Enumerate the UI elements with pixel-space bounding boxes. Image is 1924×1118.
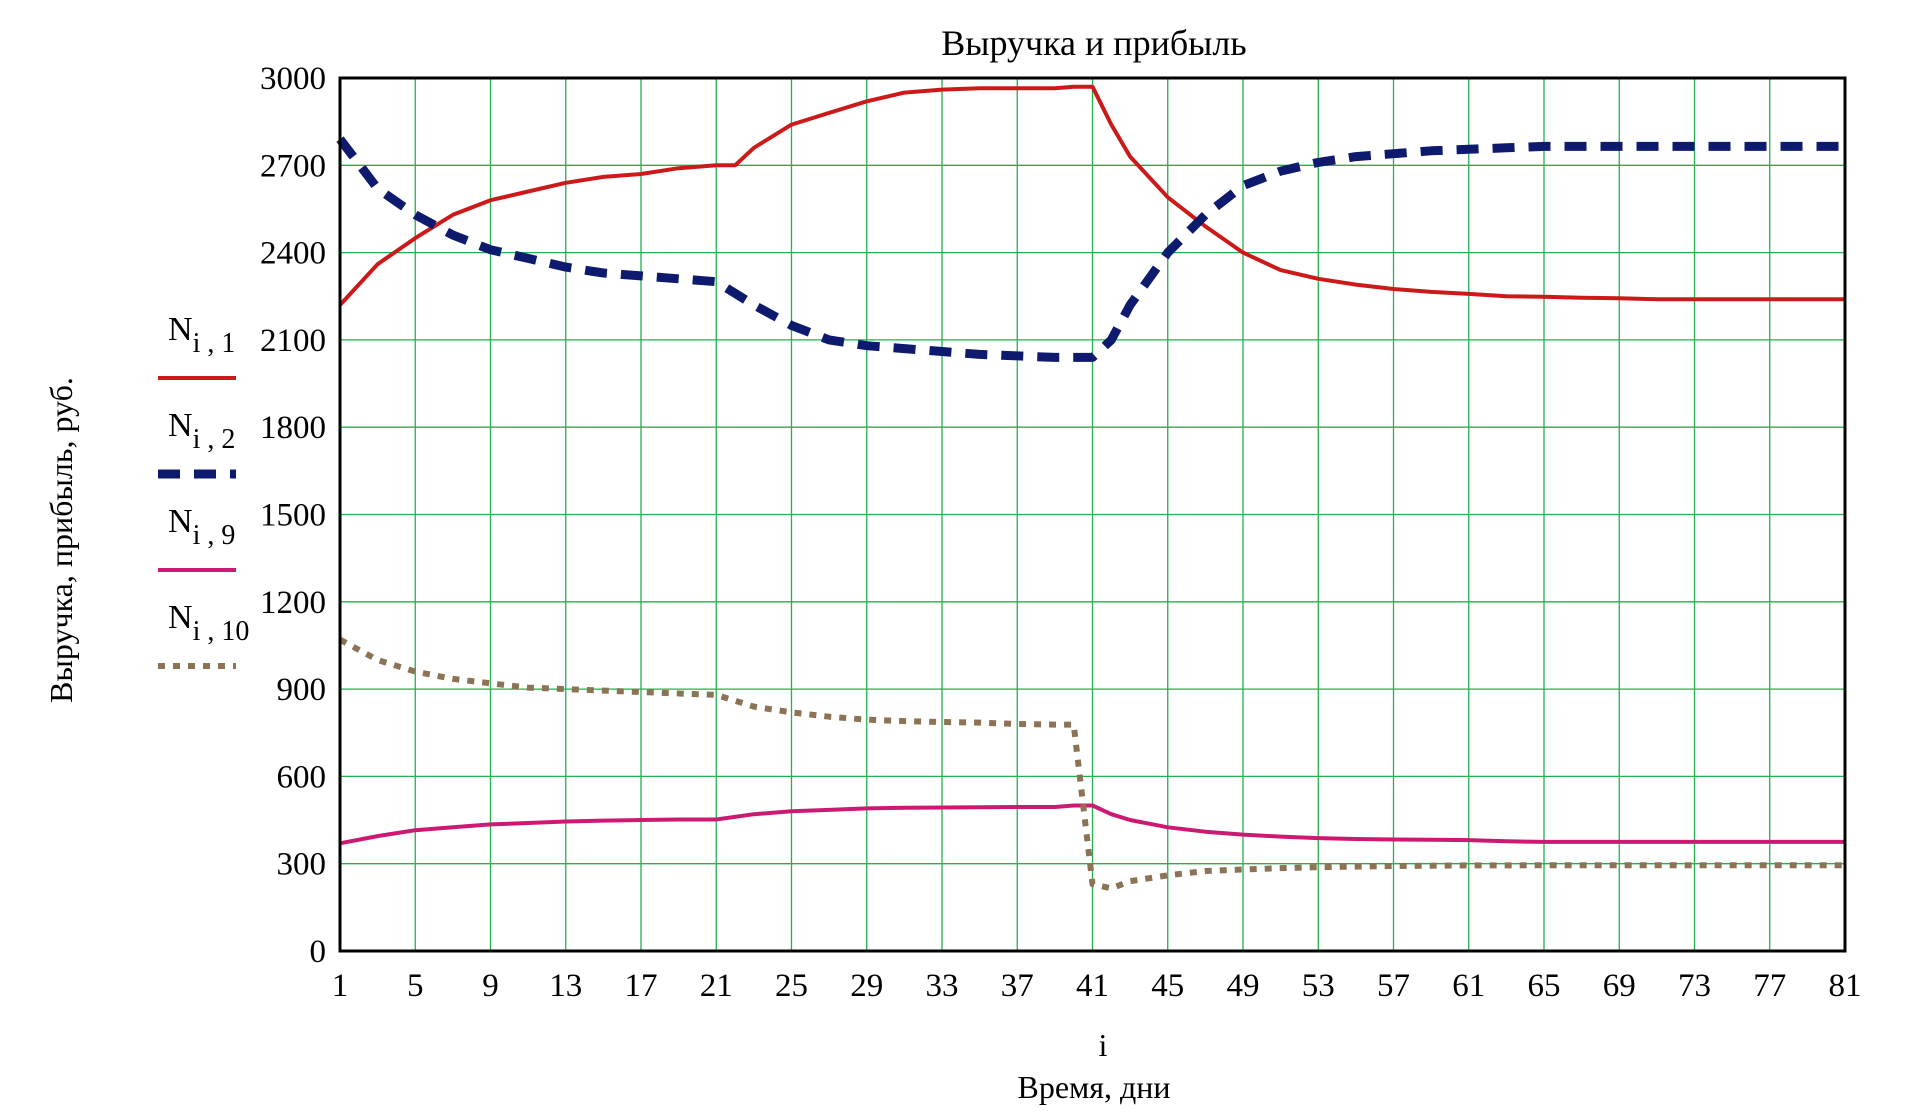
x-tick-label: 81 xyxy=(1829,968,1862,1004)
x-tick-labels: 1 5 9 13 17 21 25 29 33 37 41 45 49 53 57 61 65 69 73 77 81 xyxy=(332,968,1862,1004)
x-tick-label: 69 xyxy=(1603,968,1636,1004)
series-line-3 xyxy=(339,803,1845,846)
legend-label-1: Ni , 1 xyxy=(168,311,235,359)
y-tick-label: 600 xyxy=(277,759,327,795)
series-line-1 xyxy=(338,84,1845,307)
x-tick-label: 49 xyxy=(1227,968,1260,1004)
legend-label-2: Ni , 2 xyxy=(168,407,235,455)
x-axis-variable: i xyxy=(1099,1027,1108,1063)
legend-label-4: Ni , 10 xyxy=(168,599,249,647)
y-tick-label: 900 xyxy=(277,672,327,708)
y-tick-label: 2700 xyxy=(260,148,326,184)
x-tick-label: 29 xyxy=(850,968,883,1004)
chart-title: Выручка и прибыль xyxy=(941,23,1246,63)
x-tick-label: 5 xyxy=(407,968,424,1004)
series-line-2 xyxy=(336,136,1845,362)
series-line-4 xyxy=(338,636,1845,892)
series-lines xyxy=(336,84,1845,892)
y-tick-label: 300 xyxy=(277,847,327,883)
y-tick-label: 2100 xyxy=(260,323,326,359)
x-tick-label: 33 xyxy=(926,968,959,1004)
y-tick-label: 2400 xyxy=(260,236,326,272)
legend: Ni , 1 Ni , 2 Ni , 9 Ni , 10 xyxy=(158,311,249,669)
x-tick-label: 53 xyxy=(1302,968,1335,1004)
x-tick-label: 65 xyxy=(1528,968,1561,1004)
y-tick-labels: 0 300 600 900 1200 1500 1800 2100 2400 2700 3000 xyxy=(260,61,326,970)
x-tick-label: 77 xyxy=(1753,968,1786,1004)
y-axis-label: Выручка, прибыль, руб. xyxy=(43,377,79,703)
x-tick-label: 25 xyxy=(775,968,808,1004)
x-tick-label: 37 xyxy=(1001,968,1034,1004)
x-tick-label: 45 xyxy=(1151,968,1184,1004)
x-tick-label: 17 xyxy=(625,968,658,1004)
y-tick-label: 1500 xyxy=(260,498,326,534)
y-tick-label: 1800 xyxy=(260,410,326,446)
x-tick-label: 61 xyxy=(1452,968,1485,1004)
x-tick-label: 21 xyxy=(700,968,733,1004)
y-tick-label: 0 xyxy=(310,934,327,970)
x-tick-label: 1 xyxy=(332,968,349,1004)
plot-frame xyxy=(338,76,1847,953)
x-tick-label: 13 xyxy=(549,968,582,1004)
y-tick-label: 3000 xyxy=(260,61,326,97)
y-tick-label: 1200 xyxy=(260,585,326,621)
x-tick-label: 57 xyxy=(1377,968,1410,1004)
x-axis-label: Время, дни xyxy=(1017,1069,1170,1105)
x-tick-label: 9 xyxy=(482,968,499,1004)
legend-label-3: Ni , 9 xyxy=(168,503,235,551)
x-tick-label: 73 xyxy=(1678,968,1711,1004)
x-tick-label: 41 xyxy=(1076,968,1109,1004)
